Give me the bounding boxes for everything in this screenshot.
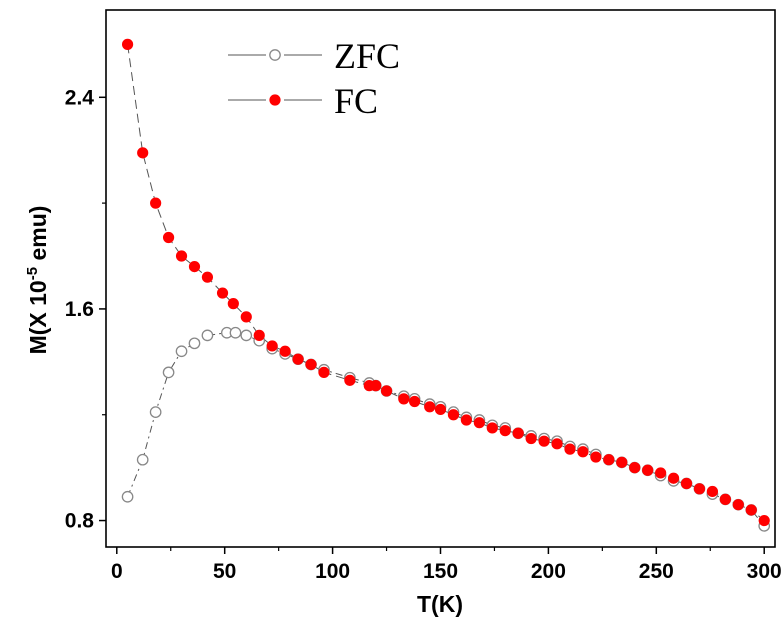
- fc-point: [667, 472, 680, 484]
- fc-point: [370, 380, 382, 392]
- zfc-point: [201, 329, 214, 342]
- fc-point: [253, 329, 265, 341]
- series-lines: [127, 44, 765, 527]
- fc-point: [460, 414, 472, 426]
- legend-label-zfc: ZFC: [334, 36, 400, 76]
- y-axis-title-unit: emu): [25, 206, 51, 267]
- fc-point: [629, 462, 641, 474]
- fc-point: [266, 340, 278, 352]
- fc-point: [201, 271, 214, 283]
- legend-label-fc: FC: [334, 81, 378, 121]
- zfc-point: [175, 345, 188, 358]
- fc-point: [305, 358, 317, 371]
- zfc-point: [149, 406, 162, 418]
- fc-point: [216, 287, 229, 299]
- fc-point: [318, 366, 330, 379]
- fc-point: [642, 464, 654, 476]
- fc-point: [655, 467, 667, 479]
- fc-point: [745, 504, 757, 516]
- fc-point: [616, 456, 628, 468]
- series-markers: [121, 38, 771, 532]
- fc-point: [590, 451, 602, 463]
- zfc-point: [162, 366, 175, 379]
- x-tick-label: 300: [747, 560, 782, 583]
- legend-marker-zfc: [269, 49, 281, 61]
- fc-points: [121, 38, 770, 527]
- x-tick-label: 200: [531, 560, 566, 583]
- legend-entry-fc: FC: [228, 81, 378, 121]
- fc-point: [706, 485, 719, 498]
- fc-point: [525, 432, 537, 445]
- fc-point: [344, 374, 356, 386]
- x-axis-title: T(K): [417, 591, 463, 617]
- fc-point: [292, 353, 304, 365]
- fc-point: [121, 38, 134, 50]
- fc-point: [447, 409, 460, 421]
- fc-point: [603, 454, 615, 466]
- fc-point: [732, 499, 744, 511]
- legend-entry-zfc: ZFC: [228, 36, 400, 76]
- legend-marker-fc: [269, 94, 281, 106]
- zfc-point: [121, 490, 134, 503]
- fc-point: [424, 401, 436, 413]
- y-tick-label: 1.6: [65, 298, 94, 321]
- x-tick-label: 250: [639, 560, 674, 583]
- zfc-point: [240, 329, 253, 342]
- fc-point: [162, 231, 175, 244]
- fc-point: [150, 197, 162, 209]
- x-tick-label: 100: [315, 560, 350, 583]
- fc-point: [719, 493, 731, 505]
- fc-point: [538, 435, 550, 447]
- zfc-point: [229, 326, 242, 339]
- fc-point: [486, 422, 498, 434]
- fc-point: [473, 417, 485, 429]
- fc-point: [499, 425, 511, 437]
- fc-point: [409, 395, 421, 408]
- x-tick-label: 50: [213, 560, 236, 583]
- zfc-point: [188, 337, 201, 350]
- fc-point: [137, 147, 149, 159]
- y-axis-title-main: M(X 10: [25, 280, 51, 354]
- fc-point: [434, 403, 447, 416]
- fc-point: [680, 477, 693, 490]
- y-tick-label: 0.8: [65, 510, 95, 533]
- fc-point: [175, 250, 188, 262]
- fc-point: [188, 260, 201, 273]
- fc-point: [693, 483, 706, 495]
- axis-ticks: 0 50 100 150 200 250 300 0.8 1.6 2.4: [65, 86, 782, 583]
- fc-point: [398, 393, 410, 405]
- legend: ZFC FC: [228, 36, 400, 121]
- fc-point: [227, 298, 239, 310]
- fc-line: [127, 44, 765, 521]
- zfc-point: [136, 453, 149, 466]
- fc-point: [380, 385, 393, 397]
- x-tick-label: 0: [111, 560, 123, 583]
- x-tick-label: 150: [423, 560, 458, 583]
- y-tick-label: 2.4: [65, 86, 95, 109]
- zfc-points: [121, 326, 771, 532]
- y-axis-title-exponent: -5: [24, 267, 41, 280]
- zfc-line: [127, 332, 765, 527]
- fc-point: [279, 345, 291, 357]
- fc-point: [577, 446, 589, 458]
- fc-point: [564, 443, 576, 455]
- fc-point: [758, 514, 770, 527]
- fc-point: [512, 427, 524, 439]
- fc-point: [240, 311, 252, 323]
- y-axis-title: M(X 10-5 emu): [24, 206, 51, 355]
- fc-point: [551, 438, 563, 450]
